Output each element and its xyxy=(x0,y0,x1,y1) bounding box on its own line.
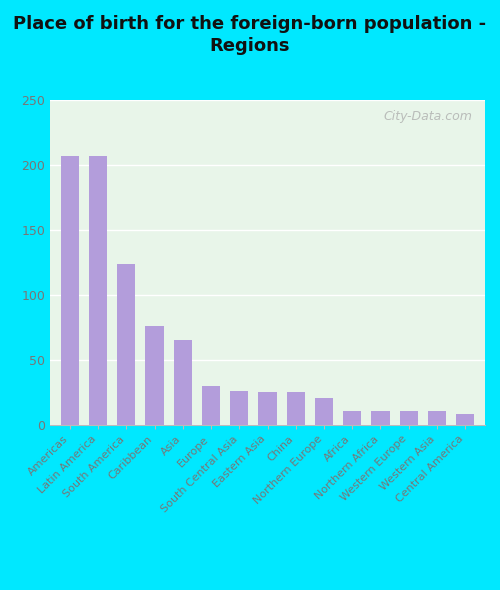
Bar xyxy=(456,414,474,425)
Text: Place of birth for the foreign-born population -
Regions: Place of birth for the foreign-born popu… xyxy=(14,15,486,55)
Bar xyxy=(428,411,446,425)
Bar xyxy=(372,411,390,425)
Bar xyxy=(60,156,79,425)
Bar xyxy=(343,411,361,425)
Bar xyxy=(202,386,220,425)
Bar xyxy=(258,392,276,425)
Bar xyxy=(230,391,248,425)
Text: City-Data.com: City-Data.com xyxy=(383,110,472,123)
Bar xyxy=(89,156,107,425)
Bar xyxy=(315,398,333,425)
Bar xyxy=(286,392,305,425)
Bar xyxy=(117,264,136,425)
Bar xyxy=(400,411,418,425)
Bar xyxy=(174,340,192,425)
Bar xyxy=(146,326,164,425)
